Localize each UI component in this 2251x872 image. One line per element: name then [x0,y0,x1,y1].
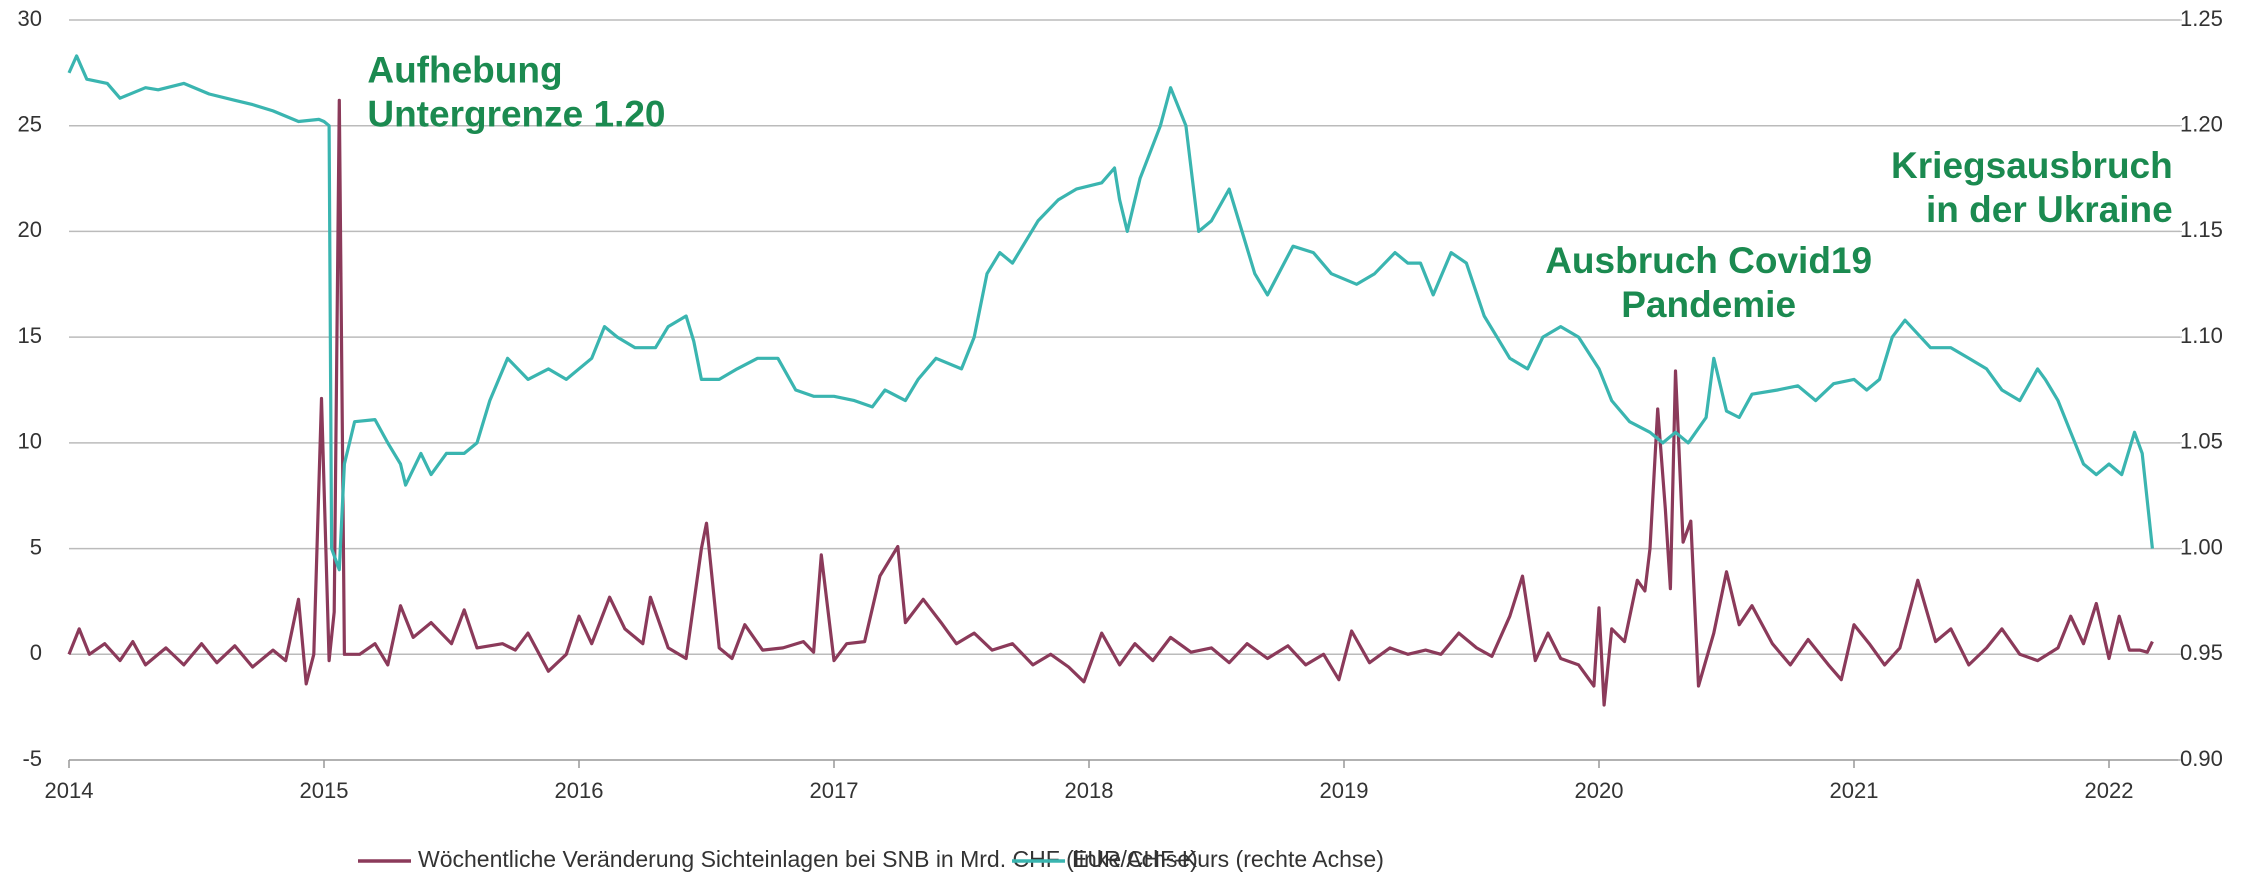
annotation: Untergrenze 1.20 [367,94,665,135]
x-tick-label: 2014 [45,778,94,803]
y-tick-label: -5 [22,746,42,771]
y2-tick-label: 1.25 [2180,6,2223,31]
legend-label: EUR/CHF-Kurs (rechte Achse) [1072,846,1384,872]
x-tick-label: 2020 [1575,778,1624,803]
x-tick-label: 2018 [1065,778,1114,803]
x-tick-label: 2022 [2085,778,2134,803]
y2-tick-label: 0.90 [2180,746,2223,771]
y-tick-label: 5 [30,534,42,559]
y2-tick-label: 1.10 [2180,323,2223,348]
y-tick-label: 25 [18,112,42,137]
x-tick-label: 2015 [300,778,349,803]
y-tick-label: 0 [30,640,42,665]
legend-label: Wöchentliche Veränderung Sichteinlagen b… [418,846,1198,872]
x-tick-label: 2019 [1320,778,1369,803]
x-tick-label: 2017 [810,778,859,803]
x-tick-label: 2021 [1830,778,1879,803]
y2-tick-label: 1.05 [2180,429,2223,454]
annotation: in der Ukraine [1926,189,2173,230]
y2-tick-label: 1.00 [2180,534,2223,559]
annotation: Kriegsausbruch [1891,145,2173,186]
y-tick-label: 10 [18,429,42,454]
y-tick-label: 20 [18,217,42,242]
data-line [67,54,2154,572]
annotation: Pandemie [1621,284,1796,325]
x-tick-label: 2016 [555,778,604,803]
y-tick-label: 15 [18,323,42,348]
y-tick-label: 30 [18,6,42,31]
y2-tick-label: 1.20 [2180,112,2223,137]
y2-tick-label: 0.95 [2180,640,2223,665]
annotation: Ausbruch Covid19 [1545,240,1872,281]
y2-tick-label: 1.15 [2180,217,2223,242]
data-line [67,98,2154,707]
annotation: Aufhebung [367,50,562,91]
